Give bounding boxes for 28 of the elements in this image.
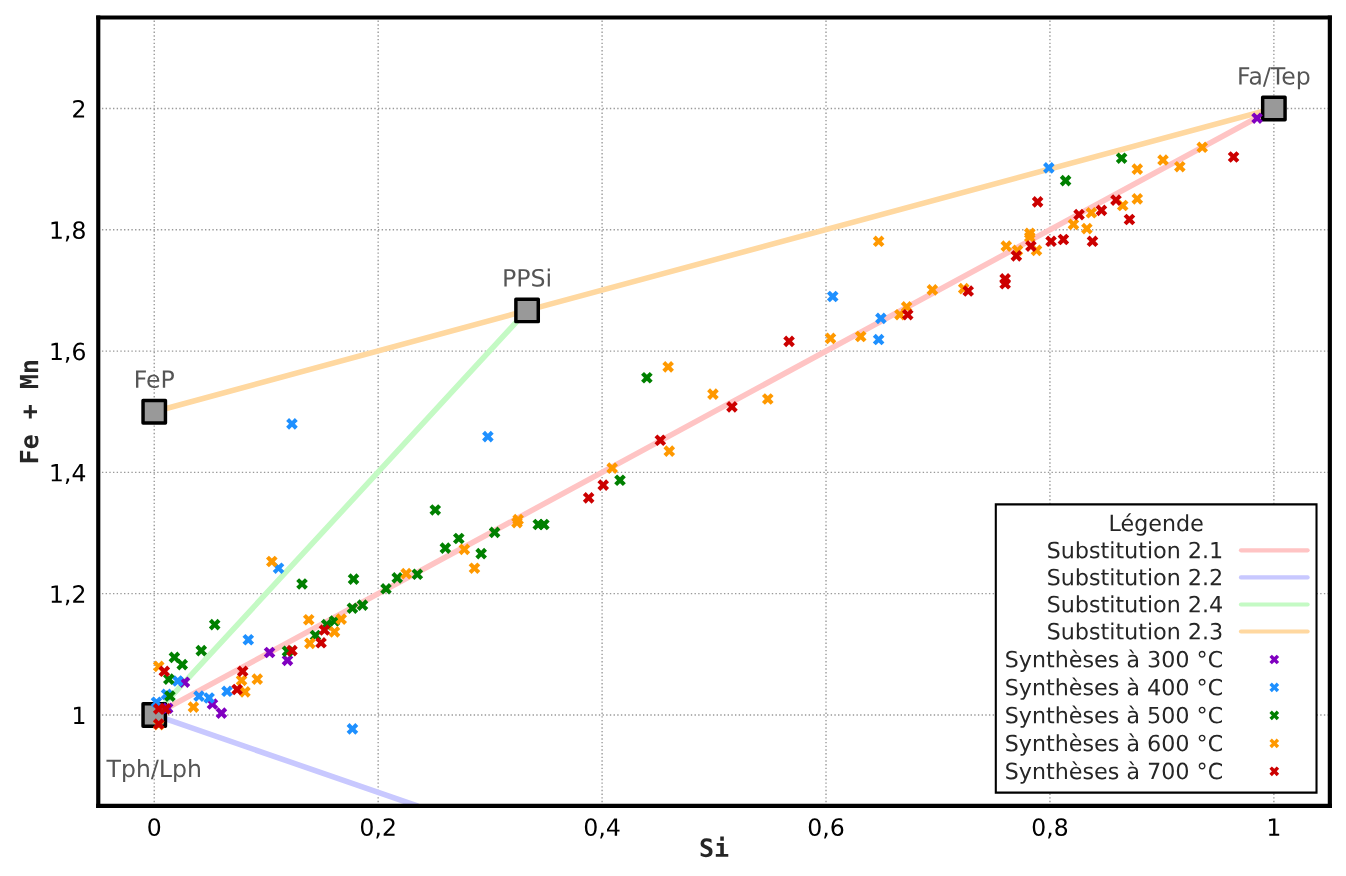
y-tick-label: 1,8 (51, 221, 85, 242)
y-axis-title: Fe + Mn (19, 361, 39, 463)
legend-label: Synthèses à 700 °C (1006, 761, 1222, 784)
legend-label: Substitution 2.1 (1048, 541, 1222, 559)
x-axis-title: Si (700, 836, 729, 858)
legend-label: Substitution 2.4 (1048, 595, 1222, 613)
y-tick-label: 1,2 (51, 585, 85, 606)
annotation: Tph/Lph (106, 759, 200, 782)
x-tick-label: 0,2 (360, 818, 395, 839)
legend-title: Légende (1110, 513, 1203, 536)
y-tick-label: 2 (73, 99, 85, 118)
annotation: PPSi (504, 268, 550, 287)
y-tick-label: 1,4 (51, 464, 86, 485)
legend-label: Synthèses à 600 °C (1006, 733, 1222, 756)
legend-label: Synthèses à 400 °C (1006, 677, 1222, 700)
legend-label: Synthèses à 500 °C (1006, 705, 1222, 728)
annotation: FeP (136, 370, 174, 389)
legend-label: Substitution 2.3 (1048, 622, 1222, 640)
x-tick-label: 0,4 (584, 818, 620, 839)
x-tick-label: 0 (148, 818, 161, 836)
legend-label: Synthèses à 300 °C (1006, 649, 1222, 672)
x-tick-label: 0,6 (808, 818, 844, 839)
annotation: Fa/Tep (1239, 67, 1310, 90)
x-tick-label: 1 (1268, 818, 1280, 836)
y-tick-label: 1,6 (51, 342, 85, 363)
legend-label: Substitution 2.2 (1048, 568, 1221, 586)
y-tick-label: 1 (74, 706, 85, 724)
x-tick-label: 0,8 (1032, 818, 1068, 839)
